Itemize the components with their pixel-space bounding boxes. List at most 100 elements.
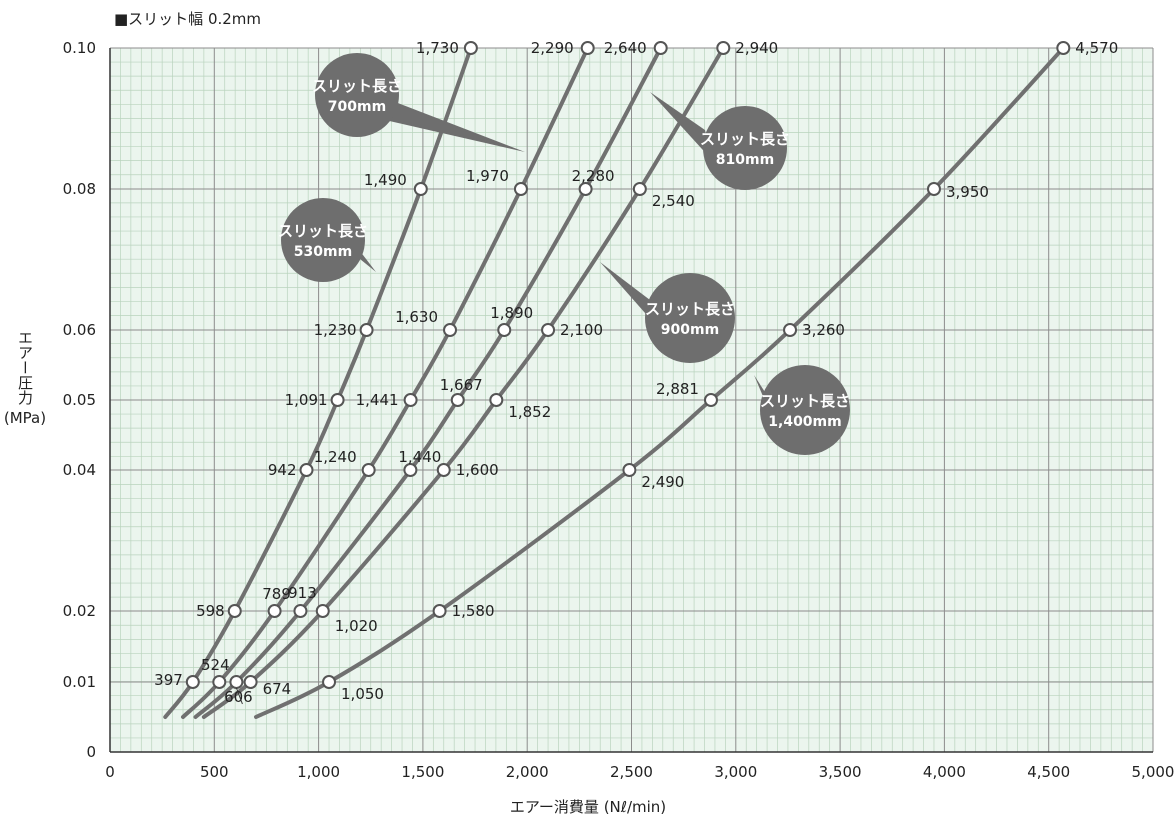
- data-label: 2,100: [560, 321, 603, 339]
- data-point: [926, 182, 941, 196]
- data-label: 1,091: [285, 391, 328, 409]
- data-point: [578, 182, 593, 196]
- callout-label: スリット長さ: [700, 130, 790, 148]
- data-point: [541, 323, 556, 337]
- data-point: [450, 393, 465, 407]
- x-tick-label: 1,000: [297, 763, 340, 781]
- data-label: 1,730: [416, 39, 459, 57]
- data-point: [229, 675, 244, 689]
- data-point: [463, 41, 478, 55]
- x-tick-label: 3,000: [714, 763, 757, 781]
- data-point: [489, 393, 504, 407]
- data-point: [703, 393, 718, 407]
- chart-title: ■スリット幅 0.2mm: [114, 10, 262, 28]
- callout-bubble: [315, 53, 399, 137]
- data-point: [315, 604, 330, 618]
- data-label: 1,441: [356, 391, 399, 409]
- data-label: 1,630: [395, 308, 438, 326]
- y-axis-title: エアー圧力: [16, 330, 34, 405]
- data-point: [436, 463, 451, 477]
- data-label: 1,020: [335, 617, 378, 635]
- y-tick-label: 0.01: [63, 673, 96, 691]
- data-point: [783, 323, 798, 337]
- callout-tail: [650, 92, 712, 160]
- data-label: 1,240: [314, 448, 357, 466]
- x-tick-label: 1,500: [401, 763, 444, 781]
- y-tick-label: 0: [86, 743, 96, 761]
- callout-label: スリット長さ: [645, 300, 735, 318]
- data-point: [267, 604, 282, 618]
- x-tick-label: 2,500: [610, 763, 653, 781]
- data-point: [632, 182, 647, 196]
- data-point: [716, 41, 731, 55]
- y-tick-label: 0.05: [63, 391, 96, 409]
- callout-bubble: [760, 365, 850, 455]
- data-point: [497, 323, 512, 337]
- data-point: [432, 604, 447, 618]
- callout-tail: [600, 262, 660, 330]
- data-label: 2,881: [656, 380, 699, 398]
- data-point: [580, 41, 595, 55]
- y-tick-label: 0.02: [63, 602, 96, 620]
- data-point: [403, 463, 418, 477]
- callout-label: スリット長さ: [312, 77, 402, 95]
- data-point: [653, 41, 668, 55]
- data-point: [443, 323, 458, 337]
- x-tick-label: 2,000: [506, 763, 549, 781]
- data-label: 2,290: [531, 39, 574, 57]
- data-label: 2,490: [641, 473, 684, 491]
- callout-bubble: [281, 198, 365, 282]
- callout-label: スリット長さ: [760, 392, 850, 410]
- y-tick-label: 0.08: [63, 180, 96, 198]
- callout-bubble: [703, 106, 787, 190]
- data-point: [330, 393, 345, 407]
- x-tick-label: 3,500: [819, 763, 862, 781]
- data-label: 1,230: [314, 321, 357, 339]
- data-label: 2,280: [572, 167, 615, 185]
- data-label: 1,050: [341, 685, 384, 703]
- data-label: 1,890: [490, 304, 533, 322]
- data-label: 1,852: [508, 403, 551, 421]
- callout-value: 530mm: [294, 244, 352, 260]
- data-point: [322, 675, 337, 689]
- data-point: [361, 463, 376, 477]
- data-point: [622, 463, 637, 477]
- data-label: 2,940: [735, 39, 778, 57]
- data-point: [293, 604, 308, 618]
- x-tick-label: 4,000: [923, 763, 966, 781]
- data-label: 1,440: [398, 448, 441, 466]
- data-label: 2,540: [652, 192, 695, 210]
- data-point: [212, 675, 227, 689]
- y-axis-label: エアー圧力 (MPa): [2, 330, 48, 427]
- data-label: 4,570: [1075, 39, 1118, 57]
- data-point: [299, 463, 314, 477]
- data-label: 913: [288, 584, 317, 602]
- data-label: 598: [196, 602, 225, 620]
- data-point: [243, 675, 258, 689]
- x-tick-label: 5,000: [1132, 763, 1175, 781]
- callout-label: スリット長さ: [278, 222, 368, 240]
- x-tick-label: 0: [105, 763, 115, 781]
- data-point: [413, 182, 428, 196]
- data-label: 1,490: [364, 171, 407, 189]
- callout-value: 900mm: [661, 322, 719, 338]
- data-label: 789: [262, 585, 291, 603]
- data-label: 1,970: [466, 167, 509, 185]
- data-label: 942: [268, 461, 297, 479]
- data-label: 397: [154, 671, 183, 689]
- data-point: [1056, 41, 1071, 55]
- callout-value: 810mm: [716, 152, 774, 168]
- data-label: 1,580: [452, 602, 495, 620]
- data-label: 674: [263, 680, 292, 698]
- callout-value: 1,400mm: [768, 414, 841, 430]
- x-axis-label: エアー消費量 (Nℓ/min): [509, 798, 667, 816]
- data-label: 3,950: [946, 183, 989, 201]
- callout-value: 700mm: [328, 99, 386, 115]
- y-tick-label: 0.04: [63, 461, 96, 479]
- data-label: 3,260: [802, 321, 845, 339]
- data-label: 1,600: [456, 461, 499, 479]
- x-tick-label: 4,500: [1027, 763, 1070, 781]
- x-tick-label: 500: [200, 763, 229, 781]
- callout-bubble: [645, 273, 735, 363]
